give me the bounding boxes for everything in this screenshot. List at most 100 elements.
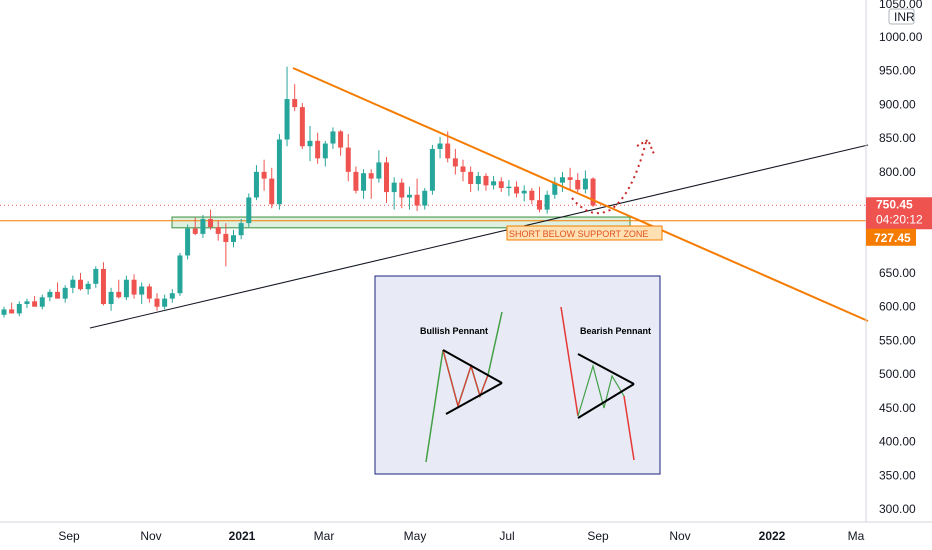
candle bbox=[146, 283, 152, 303]
candle bbox=[62, 285, 68, 303]
candle-body bbox=[16, 304, 22, 314]
candle-body bbox=[414, 194, 420, 206]
candle-body bbox=[269, 178, 275, 205]
candle bbox=[208, 209, 214, 230]
currency-label: INR bbox=[894, 10, 915, 24]
candle-body bbox=[475, 175, 481, 184]
y-tick-label: 900.00 bbox=[879, 97, 916, 111]
candle-body bbox=[575, 179, 581, 190]
candle-body bbox=[169, 293, 175, 299]
y-tick-label: 1000.00 bbox=[879, 30, 923, 44]
candle bbox=[231, 229, 236, 248]
candle bbox=[475, 171, 481, 191]
candle-body bbox=[238, 223, 244, 236]
candle-body bbox=[1, 309, 7, 315]
candles-group bbox=[1, 66, 596, 318]
x-tick-label: Sep bbox=[587, 529, 609, 543]
candle-body bbox=[185, 228, 191, 256]
candle-body bbox=[353, 171, 359, 191]
candle-body bbox=[330, 131, 336, 144]
candle-body bbox=[537, 200, 542, 210]
candle-body bbox=[384, 162, 389, 193]
candle bbox=[16, 301, 22, 317]
candle bbox=[47, 289, 53, 302]
candle bbox=[70, 275, 76, 294]
candle bbox=[139, 282, 145, 305]
candle-body bbox=[529, 190, 535, 201]
current-price-label: 750.45 04:20:12 bbox=[866, 197, 932, 230]
support-zone bbox=[171, 216, 631, 229]
candle-body bbox=[307, 140, 313, 147]
y-tick-label: 650.00 bbox=[879, 266, 916, 280]
candle-body bbox=[108, 291, 114, 305]
y-tick-label: 350.00 bbox=[879, 468, 916, 482]
bullish-upper-line bbox=[442, 349, 503, 384]
candle bbox=[544, 190, 550, 214]
candle bbox=[276, 134, 282, 210]
candle-body bbox=[322, 143, 328, 159]
candle bbox=[391, 177, 397, 210]
candle bbox=[162, 294, 168, 310]
candle-body bbox=[406, 194, 412, 198]
candle-body bbox=[261, 171, 267, 179]
candle bbox=[537, 186, 542, 213]
x-tick-label: Jul bbox=[499, 529, 514, 543]
bearish-breakdown bbox=[623, 395, 635, 461]
candle-body bbox=[521, 190, 527, 194]
candle bbox=[85, 281, 91, 295]
candle-body bbox=[146, 286, 152, 299]
candle-body bbox=[154, 298, 160, 307]
candle-body bbox=[39, 297, 45, 307]
candle-body bbox=[368, 173, 374, 179]
candle bbox=[452, 148, 458, 175]
candle bbox=[330, 127, 336, 149]
candle bbox=[32, 295, 38, 307]
y-tick-label: 500.00 bbox=[879, 367, 916, 381]
candle-body bbox=[315, 140, 321, 159]
candle-body bbox=[223, 233, 229, 242]
candle bbox=[567, 167, 573, 191]
candle bbox=[108, 287, 114, 311]
candle bbox=[169, 289, 175, 303]
candle bbox=[215, 220, 221, 241]
candle bbox=[185, 224, 191, 260]
candle bbox=[246, 193, 252, 228]
candle bbox=[514, 181, 520, 198]
candle-body bbox=[32, 301, 38, 307]
candle bbox=[429, 144, 435, 195]
candle bbox=[498, 177, 504, 193]
candle bbox=[406, 186, 412, 210]
candle-body bbox=[85, 283, 91, 290]
candle bbox=[55, 282, 61, 299]
candle bbox=[177, 252, 183, 296]
bearish-upper-line bbox=[577, 353, 635, 385]
candle-body bbox=[582, 178, 588, 190]
bearish-swing bbox=[577, 363, 625, 417]
currency-box bbox=[888, 8, 915, 25]
candle-body bbox=[208, 219, 214, 228]
candle bbox=[200, 215, 206, 238]
candle-body bbox=[78, 279, 83, 290]
candle-body bbox=[483, 175, 489, 186]
candle bbox=[491, 175, 497, 190]
candle bbox=[559, 171, 565, 193]
candle-body bbox=[361, 173, 367, 191]
candle bbox=[582, 170, 588, 194]
candle bbox=[284, 66, 290, 147]
candle-body bbox=[376, 162, 382, 179]
candle-body bbox=[506, 186, 512, 189]
bearish-lower-line bbox=[577, 383, 635, 419]
x-tick-label: Sep bbox=[58, 529, 80, 543]
y-tick-label: 850.00 bbox=[879, 131, 916, 145]
candle bbox=[422, 188, 428, 210]
candle bbox=[238, 219, 244, 240]
bullish-pole bbox=[425, 349, 444, 463]
inset-box bbox=[374, 275, 661, 475]
x-tick-label: Nov bbox=[140, 529, 161, 543]
x-tick-label: Ma bbox=[848, 529, 865, 543]
candle bbox=[269, 167, 275, 209]
x-axis[interactable]: Sep Nov 2021 Mar May Jul Sep Nov 2022 Ma bbox=[58, 529, 864, 543]
candle-body bbox=[246, 197, 252, 224]
level-price-label: 727.45 bbox=[866, 228, 916, 246]
